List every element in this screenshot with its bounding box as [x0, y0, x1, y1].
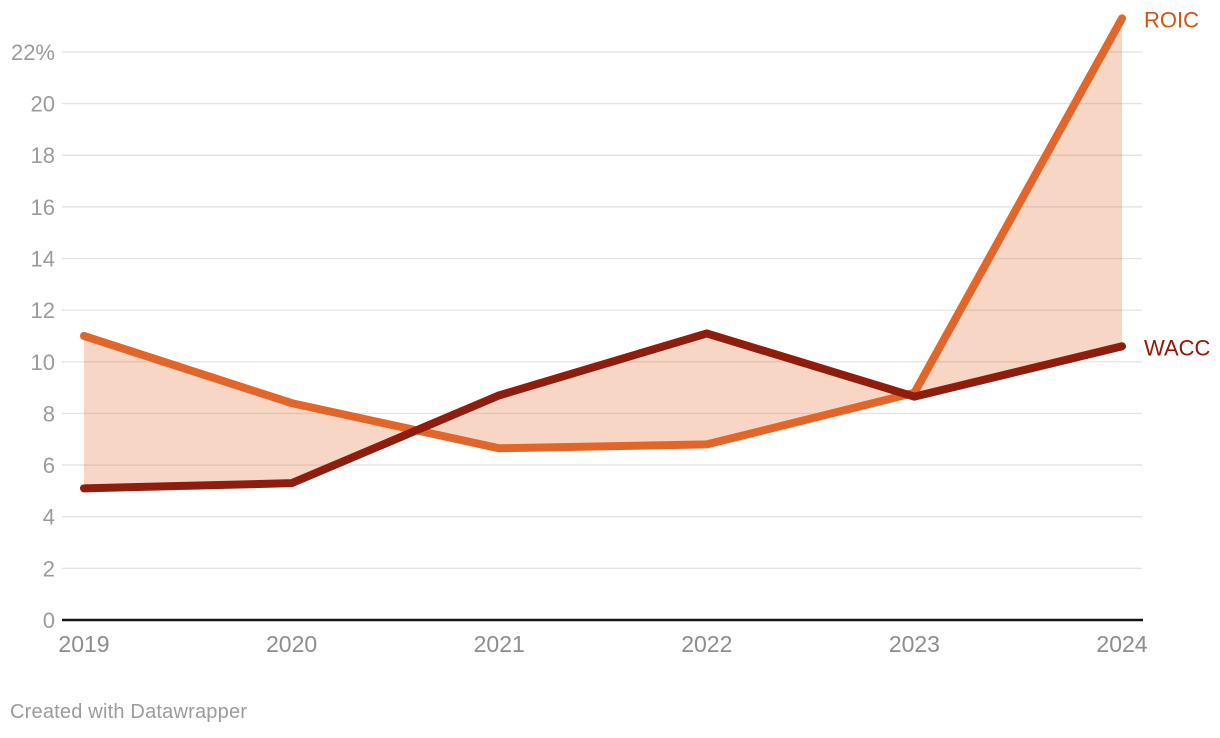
roic-series-label: ROIC: [1144, 7, 1199, 32]
y-tick-label: 14: [31, 247, 55, 272]
x-tick-label: 2023: [889, 631, 940, 657]
y-tick-label: 0: [43, 608, 55, 633]
wacc-series-label: WACC: [1144, 335, 1211, 360]
y-tick-label: 10: [31, 350, 55, 375]
y-tick-label: 18: [31, 143, 55, 168]
x-tick-label: 2022: [681, 631, 732, 657]
x-tick-label: 2020: [266, 631, 317, 657]
x-tick-label: 2024: [1096, 631, 1147, 657]
wacc-line[interactable]: [80, 329, 1126, 493]
x-tick-label: 2021: [474, 631, 525, 657]
y-tick-label: 16: [31, 195, 55, 220]
y-tick-label: 12: [31, 298, 55, 323]
area-between-fill: [84, 18, 1122, 489]
y-tick-label: 6: [43, 453, 55, 478]
datawrapper-credit: Created with Datawrapper: [10, 701, 248, 723]
roic-line[interactable]: [80, 14, 1126, 453]
x-tick-label: 2019: [58, 631, 109, 657]
y-tick-label: 20: [31, 92, 55, 117]
y-tick-label: 22%: [11, 40, 55, 65]
y-tick-label: 8: [43, 401, 55, 426]
y-tick-label: 2: [43, 556, 55, 581]
y-tick-label: 4: [43, 505, 55, 530]
